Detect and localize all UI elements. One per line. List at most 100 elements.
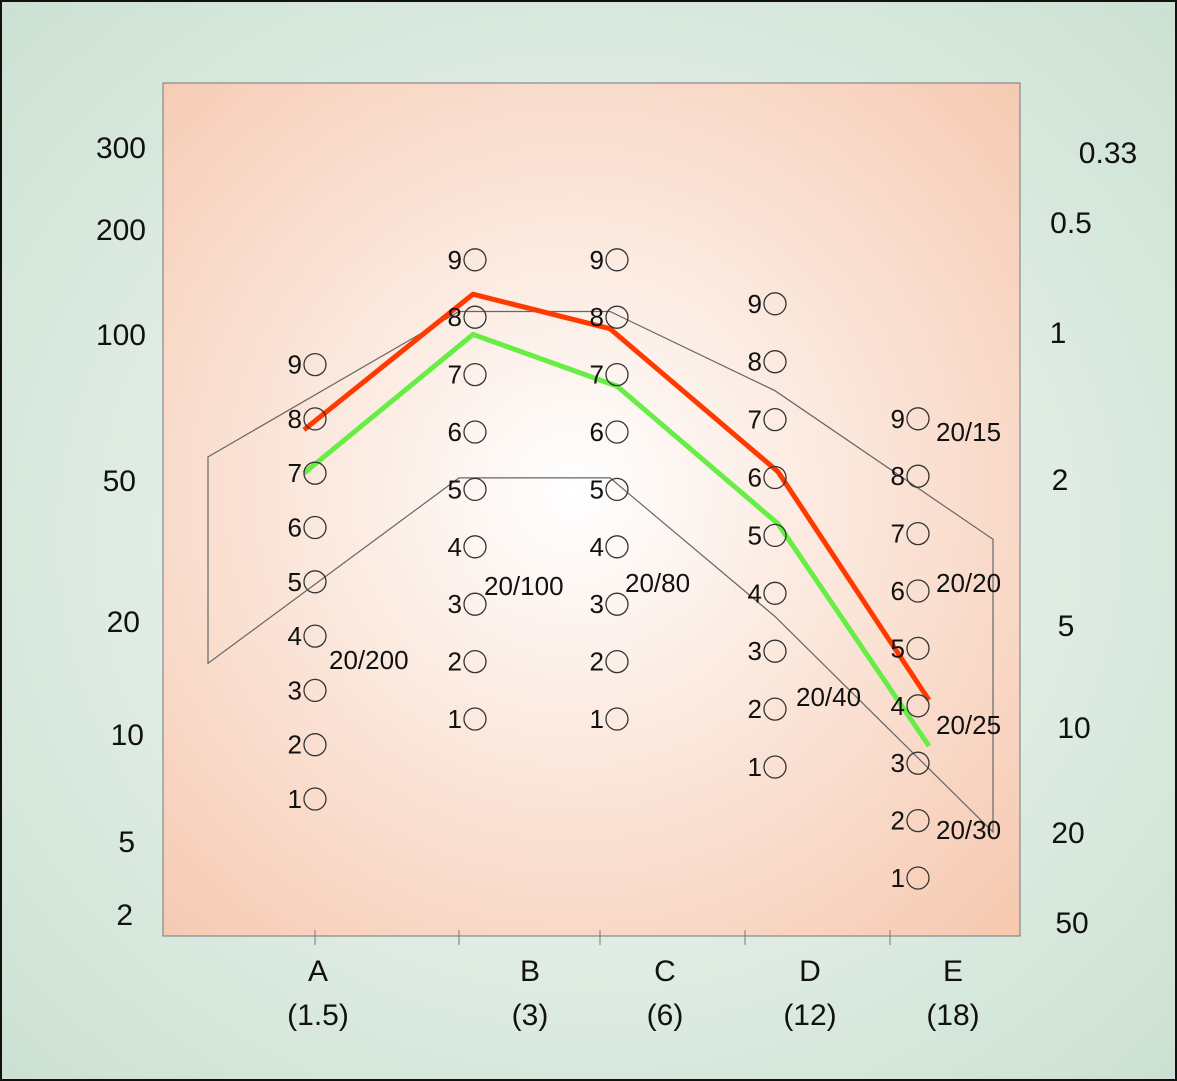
row-number-e-4: 4 (891, 691, 905, 721)
response-circle-a-3 (303, 678, 327, 703)
response-circle-a-2 (303, 733, 327, 757)
row-number-d-7: 7 (748, 405, 762, 435)
acuity-label-20-200: 20/200 (329, 645, 409, 675)
response-circle-c-4 (605, 535, 629, 559)
response-circle-a-7 (303, 461, 327, 485)
right-axis: 0.33 0.5 1 2 5 10 20 50 (1050, 137, 1138, 940)
response-circle-d-8 (763, 350, 787, 374)
row-number-e-6: 6 (891, 576, 905, 606)
row-number-b-8: 8 (448, 302, 462, 332)
right-tick-label: 0.33 (1079, 137, 1137, 170)
response-circle-d-1 (763, 755, 787, 779)
left-tick-label: 200 (96, 214, 146, 247)
response-circle-b-9 (463, 248, 487, 272)
row-number-e-7: 7 (891, 519, 905, 549)
response-circle-a-1 (303, 787, 327, 811)
row-number-a-5: 5 (288, 567, 302, 597)
row-number-e-2: 2 (891, 806, 905, 836)
row-number-b-4: 4 (448, 532, 462, 562)
response-circle-a-8 (303, 407, 327, 431)
row-number-c-9: 9 (590, 245, 604, 275)
response-circle-c-3 (605, 592, 629, 616)
right-tick-label: 20 (1051, 817, 1084, 850)
response-circle-e-1 (906, 866, 930, 890)
category-value-b: (3) (512, 999, 549, 1032)
row-number-b-9: 9 (448, 245, 462, 275)
right-tick-label: 1 (1050, 317, 1067, 350)
acuity-label-20-15: 20/15 (936, 417, 1001, 447)
row-number-a-2: 2 (288, 730, 302, 760)
response-circle-b-7 (463, 362, 487, 387)
response-circle-e-5 (906, 636, 930, 661)
row-number-d-5: 5 (748, 520, 762, 550)
row-number-a-4: 4 (288, 621, 302, 651)
row-number-a-6: 6 (288, 513, 302, 543)
row-number-labels: 1 2 3 4 5 6 7 8 9 1 2 3 4 5 6 7 8 9 1 2 3 4 5 6 7 8 9 1 2 3 4 5 6 7 8 9 1 2 3 4… (288, 245, 905, 893)
row-number-d-6: 6 (748, 463, 762, 493)
acuity-label-20-80: 20/80 (625, 568, 690, 598)
response-circle-b-3 (463, 592, 487, 616)
row-number-d-3: 3 (748, 636, 762, 666)
left-axis: 300 200 100 50 20 10 5 2 (96, 132, 146, 932)
response-circle-d-7 (763, 407, 787, 432)
right-tick-label: 10 (1057, 712, 1090, 745)
row-number-c-3: 3 (590, 589, 604, 619)
category-letter-c: C (654, 955, 676, 988)
right-tick-label: 2 (1052, 464, 1069, 497)
response-circle-e-9 (906, 407, 930, 431)
row-number-d-8: 8 (748, 347, 762, 377)
row-number-d-2: 2 (748, 694, 762, 724)
response-circle-b-2 (463, 649, 487, 674)
response-circle-d-4 (763, 581, 787, 605)
category-value-a: (1.5) (287, 999, 349, 1032)
category-letter-d: D (799, 955, 821, 988)
left-tick-label: 2 (116, 899, 133, 932)
row-number-b-5: 5 (448, 474, 462, 504)
left-tick-label: 300 (96, 132, 146, 165)
row-number-c-6: 6 (590, 417, 604, 447)
response-circle-a-5 (303, 570, 327, 594)
category-value-d: (12) (783, 999, 836, 1032)
row-number-e-9: 9 (891, 404, 905, 434)
response-circle-d-9 (763, 292, 787, 316)
category-value-e: (18) (926, 999, 979, 1032)
row-number-b-1: 1 (448, 704, 462, 734)
acuity-label-20-30: 20/30 (936, 815, 1001, 845)
response-circle-e-2 (906, 808, 930, 833)
acuity-label-20-100: 20/100 (484, 571, 564, 601)
response-circle-b-8 (463, 305, 487, 329)
row-number-b-3: 3 (448, 589, 462, 619)
response-circle-b-5 (463, 477, 487, 502)
response-circle-c-8 (605, 305, 629, 329)
response-circles (303, 248, 930, 890)
row-number-b-2: 2 (448, 647, 462, 677)
response-circle-c-1 (605, 707, 629, 731)
row-number-b-7: 7 (448, 360, 462, 390)
response-circle-e-8 (906, 464, 930, 488)
response-circle-e-3 (906, 751, 930, 775)
acuity-label-20-25: 20/25 (936, 710, 1001, 740)
response-circle-c-6 (605, 420, 629, 444)
row-number-c-4: 4 (590, 532, 604, 562)
response-circle-c-9 (605, 248, 629, 272)
x-axis: A (1.5) B (3) C (6) D (12) E (18) (287, 930, 980, 1032)
row-number-b-6: 6 (448, 417, 462, 447)
response-circle-b-4 (463, 535, 487, 559)
response-circle-a-6 (303, 515, 327, 540)
row-number-a-7: 7 (288, 458, 302, 488)
response-circle-a-9 (303, 352, 327, 377)
right-tick-label: 50 (1055, 907, 1088, 940)
row-number-c-7: 7 (590, 360, 604, 390)
row-number-a-3: 3 (288, 675, 302, 705)
response-circle-e-6 (906, 579, 930, 603)
row-number-d-9: 9 (748, 289, 762, 319)
response-circle-d-5 (763, 523, 787, 548)
acuity-label-20-20: 20/20 (936, 568, 1001, 598)
category-letter-a: A (308, 955, 328, 988)
right-tick-label: 5 (1058, 610, 1075, 643)
response-circle-c-5 (605, 477, 629, 502)
row-number-d-4: 4 (748, 578, 762, 608)
left-tick-label: 20 (107, 606, 140, 639)
